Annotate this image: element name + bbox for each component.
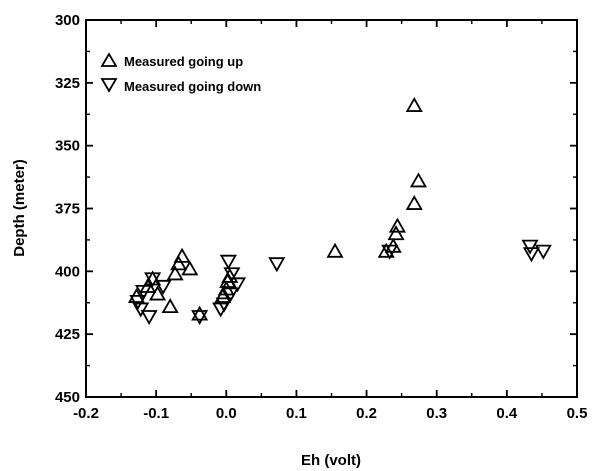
y-tick-label: 450 [55, 389, 80, 406]
y-axis-title: Depth (meter) [11, 159, 28, 257]
y-tick-label: 350 [55, 138, 80, 155]
x-tick-label: 0.0 [216, 405, 237, 422]
point-measured-going-up [405, 96, 423, 112]
data-points [127, 96, 552, 326]
point-measured-going-down [134, 284, 153, 300]
plot-frame [85, 19, 578, 398]
point-measured-going-up [377, 242, 395, 258]
point-measured-going-up [409, 172, 428, 188]
point-measured-going-down [522, 247, 540, 263]
x-axis: -0.2 -0.1 0.0 0.1 0.2 0.3 0.4 0.5 [73, 20, 587, 422]
legend-label-down: Measured going down [124, 79, 261, 94]
point-measured-going-down [144, 272, 162, 288]
legend-label-up: Measured going up [124, 54, 243, 69]
y-tick-label: 375 [55, 201, 80, 218]
legend-marker-down [100, 78, 118, 93]
x-tick-label: 0.5 [567, 405, 588, 422]
point-measured-going-up [387, 225, 405, 241]
point-measured-going-down [534, 244, 552, 260]
point-measured-going-down [219, 254, 237, 270]
y-axis: 300 325 350 375 400 425 450 [55, 12, 577, 406]
x-tick-label: -0.1 [143, 405, 169, 422]
point-measured-going-down [223, 267, 241, 283]
point-measured-going-up [221, 267, 239, 283]
point-measured-going-up [405, 195, 423, 210]
y-tick-label: 425 [55, 326, 80, 343]
legend: Measured going up Measured going down [100, 52, 261, 94]
point-measured-going-up [170, 255, 188, 271]
point-measured-going-down [521, 239, 539, 255]
point-measured-going-down [221, 287, 240, 303]
point-measured-going-down [268, 257, 286, 273]
y-tick-label: 300 [55, 12, 80, 29]
y-tick-label: 325 [55, 75, 80, 92]
x-tick-label: 0.1 [286, 405, 307, 422]
x-tick-label: 0.4 [496, 405, 518, 422]
point-measured-going-down [191, 310, 209, 326]
point-measured-going-up [166, 265, 184, 281]
point-measured-going-down [381, 244, 399, 260]
x-axis-title: Eh (volt) [301, 452, 361, 469]
point-measured-going-down [129, 294, 147, 310]
point-measured-going-up [326, 242, 344, 258]
point-measured-going-up [148, 285, 167, 301]
point-measured-going-up [388, 217, 406, 233]
point-measured-going-down [212, 302, 230, 318]
legend-marker-up [100, 52, 118, 67]
x-tick-label: -0.2 [73, 405, 99, 422]
x-tick-label: 0.3 [426, 405, 447, 422]
point-measured-going-up [161, 298, 179, 314]
point-measured-going-down [228, 277, 247, 293]
point-measured-going-up [181, 260, 199, 276]
point-measured-going-down [140, 310, 158, 326]
point-measured-going-up [214, 288, 232, 303]
point-measured-going-down [154, 279, 172, 295]
point-measured-going-down [132, 302, 150, 318]
point-measured-going-up [191, 305, 209, 321]
x-tick-label: 0.2 [356, 405, 377, 422]
y-tick-label: 400 [55, 263, 80, 280]
